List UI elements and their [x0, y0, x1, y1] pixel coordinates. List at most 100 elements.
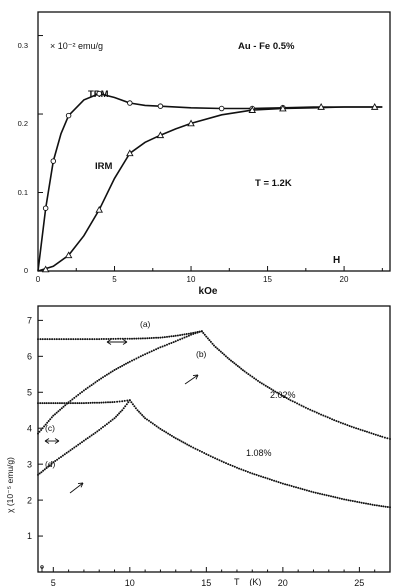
data-point	[46, 421, 49, 424]
data-point	[121, 364, 124, 367]
data-point	[176, 339, 179, 342]
data-point	[335, 420, 338, 422]
data-point	[41, 402, 44, 405]
data-point	[79, 392, 82, 395]
data-point	[198, 449, 201, 452]
trm-irm-chart: 0 5 10 15 20 0 0.1 0.2 0.3 kOe H × 10⁻² …	[18, 11, 391, 295]
data-point	[159, 336, 162, 339]
data-point	[320, 413, 323, 416]
data-point	[98, 378, 101, 381]
data-point	[77, 338, 79, 341]
data-point	[131, 359, 133, 362]
data-point	[165, 431, 168, 434]
data-point	[290, 485, 293, 487]
data-point	[114, 337, 117, 340]
data-point	[249, 374, 252, 377]
series-dots	[37, 330, 203, 435]
data-point	[104, 424, 106, 427]
data-point	[107, 338, 110, 340]
data-point	[157, 336, 160, 339]
data-point	[190, 332, 192, 335]
data-point	[257, 474, 260, 477]
data-point	[102, 426, 104, 428]
y-tick-label: 0.3	[18, 41, 28, 50]
data-point	[102, 376, 104, 379]
data-point	[206, 337, 209, 340]
data-point	[352, 426, 355, 429]
data-point	[362, 502, 365, 505]
data-point	[281, 394, 284, 397]
data-point	[179, 334, 182, 337]
data-point	[141, 354, 144, 357]
data-point	[105, 423, 108, 426]
data-point	[240, 367, 243, 370]
data-point	[370, 432, 373, 435]
data-point	[39, 338, 42, 341]
data-point	[317, 412, 320, 415]
data-point	[78, 402, 81, 405]
data-point	[100, 401, 103, 404]
data-point	[300, 404, 303, 407]
data-point	[328, 417, 331, 420]
data-point	[81, 441, 83, 444]
data-point	[246, 470, 249, 473]
data-point	[389, 506, 391, 509]
data-point	[205, 335, 208, 338]
data-point	[163, 344, 166, 347]
y-axis-label: χ (10⁻⁵ emu/g)	[5, 457, 15, 513]
data-point	[325, 494, 328, 497]
data-point	[139, 355, 142, 358]
data-point	[336, 496, 339, 499]
data-point	[60, 407, 63, 410]
data-point	[127, 100, 133, 106]
data-point	[312, 491, 315, 494]
data-point	[126, 337, 129, 340]
data-point	[192, 446, 195, 449]
data-point	[69, 399, 72, 402]
data-point	[196, 331, 199, 334]
data-point	[187, 334, 190, 337]
data-point	[75, 445, 78, 448]
data-point	[304, 406, 307, 409]
data-point	[248, 106, 257, 113]
data-point	[172, 341, 175, 344]
data-point	[187, 332, 190, 335]
data-point	[257, 379, 259, 382]
data-point	[121, 409, 124, 412]
y-tick-label: 6	[27, 352, 32, 362]
arrow-c-icon	[44, 438, 60, 444]
origin-marker	[40, 565, 44, 572]
data-point	[116, 400, 119, 403]
data-point	[370, 103, 379, 110]
data-point	[380, 505, 383, 508]
data-point	[124, 337, 127, 340]
data-point	[260, 382, 263, 385]
data-point	[133, 405, 136, 408]
data-point	[148, 419, 150, 422]
data-point	[150, 337, 153, 339]
data-point	[64, 251, 73, 259]
data-point	[382, 505, 385, 508]
data-point	[128, 360, 131, 363]
data-point	[60, 456, 62, 458]
data-point	[355, 427, 358, 430]
data-point	[87, 402, 90, 404]
data-point	[138, 410, 140, 413]
data-point	[86, 437, 89, 440]
series-group	[37, 330, 391, 509]
data-point	[50, 158, 57, 164]
data-point	[384, 505, 387, 508]
data-point	[163, 430, 166, 433]
data-point	[77, 443, 80, 446]
x-tick-label: 25	[354, 578, 364, 586]
data-point	[65, 338, 68, 341]
data-point	[310, 490, 313, 493]
data-point	[90, 434, 93, 437]
data-point	[338, 497, 341, 500]
data-point	[342, 422, 344, 425]
data-point	[308, 490, 311, 492]
data-point	[80, 402, 83, 405]
data-point	[286, 483, 289, 486]
data-point	[119, 365, 122, 368]
data-point	[131, 337, 133, 340]
